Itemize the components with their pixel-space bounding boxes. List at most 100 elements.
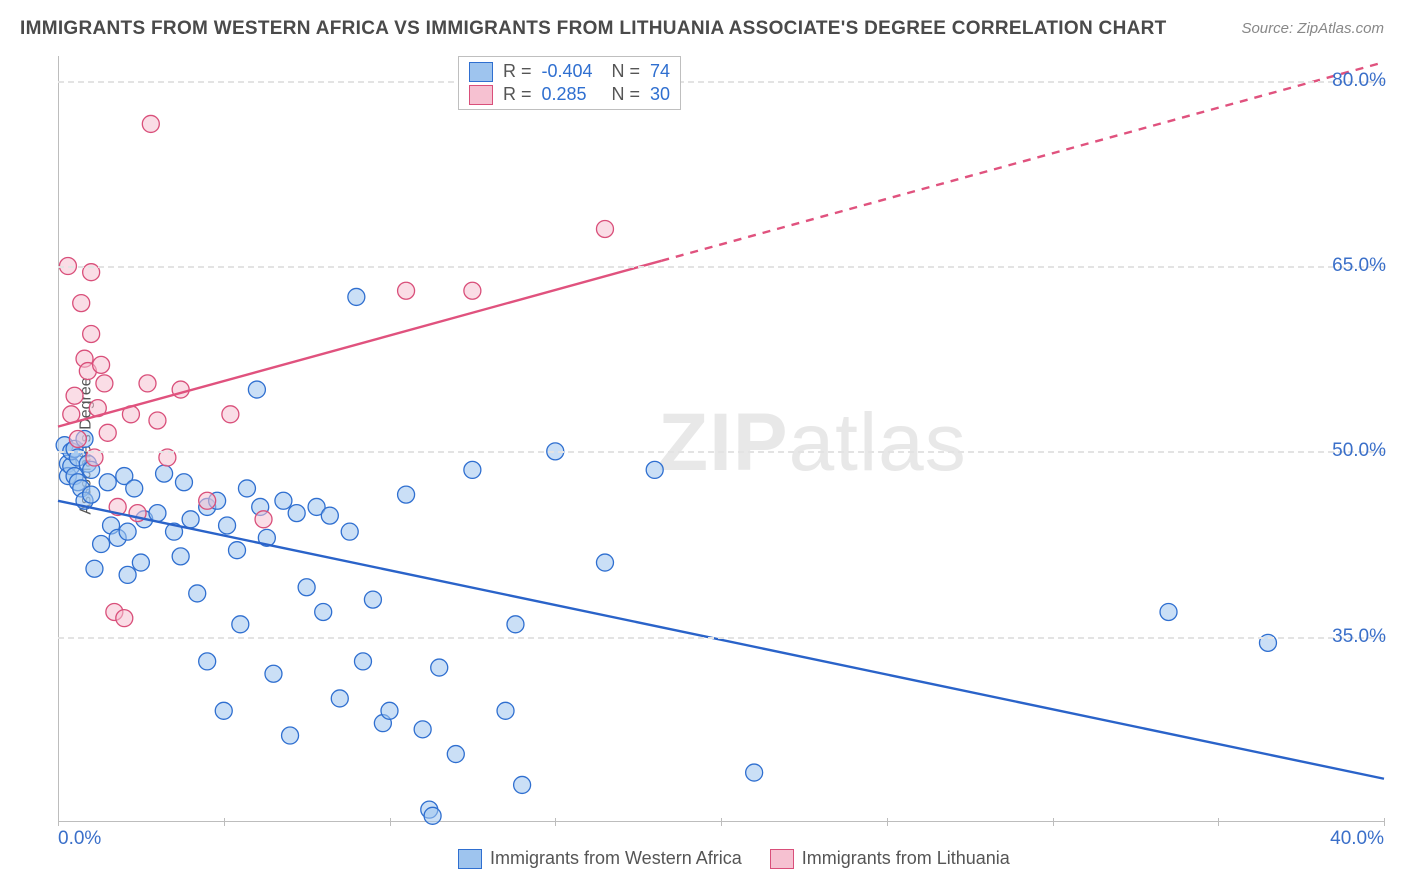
data-point [507,616,524,633]
data-point [93,536,110,553]
data-point [156,465,173,482]
data-point [464,461,481,478]
data-point [222,406,239,423]
x-tick-mark [58,818,59,826]
data-point [364,591,381,608]
data-point [265,665,282,682]
y-tick-label: 50.0% [1332,440,1386,462]
data-point [119,523,136,540]
trend-line [58,501,1384,779]
x-tick-mark [1218,818,1219,826]
data-point [321,507,338,524]
x-tick-mark [390,818,391,826]
plot-area: ZIPatlas 35.0%50.0%65.0%80.0% 0.0%40.0% … [58,56,1384,846]
data-point [73,295,90,312]
data-point [464,282,481,299]
square-swatch-icon [469,62,493,82]
data-point [119,566,136,583]
y-tick-label: 65.0% [1332,255,1386,277]
gridline [58,451,1384,453]
r-value: -0.404 [542,61,602,82]
x-tick-mark [555,818,556,826]
data-point [126,480,143,497]
x-tick-mark [1053,818,1054,826]
source-text: Source: ZipAtlas.com [1241,20,1384,37]
square-swatch-icon [469,85,493,105]
data-point [646,461,663,478]
data-point [66,387,83,404]
x-tick-mark [721,818,722,826]
data-point [424,807,441,824]
trend-line [58,261,661,427]
data-point [275,492,292,509]
data-point [1160,603,1177,620]
data-point [447,746,464,763]
data-point [331,690,348,707]
data-point [238,480,255,497]
data-point [172,548,189,565]
data-point [142,115,159,132]
trend-line-dashed [661,62,1384,261]
n-value: 74 [650,61,670,82]
legend-item-1: Immigrants from Western Africa [458,848,742,869]
legend-label: Immigrants from Lithuania [802,848,1010,869]
data-point [514,776,531,793]
x-tick-label: 40.0% [1330,828,1384,850]
r-label: R = [503,84,532,105]
data-point [69,431,86,448]
y-tick-label: 80.0% [1332,70,1386,92]
y-tick-label: 35.0% [1332,626,1386,648]
data-point [199,653,216,670]
data-point [229,542,246,559]
data-point [497,702,514,719]
data-point [83,325,100,342]
legend-label: Immigrants from Western Africa [490,848,742,869]
chart-title: IMMIGRANTS FROM WESTERN AFRICA VS IMMIGR… [20,18,1167,40]
gridline [58,81,1384,83]
x-tick-mark [1384,818,1385,826]
r-value: 0.285 [542,84,602,105]
n-value: 30 [650,84,670,105]
data-point [596,554,613,571]
legend-item-2: Immigrants from Lithuania [770,848,1010,869]
gridline [58,266,1384,268]
data-point [398,486,415,503]
data-point [149,505,166,522]
data-point [288,505,305,522]
square-swatch-icon [458,849,482,869]
data-point [414,721,431,738]
data-point [116,610,133,627]
data-point [93,356,110,373]
data-point [86,560,103,577]
data-point [175,474,192,491]
data-point [248,381,265,398]
legend-stats-row-2: R = 0.285 N = 30 [469,84,670,105]
x-tick-mark [224,818,225,826]
data-point [199,492,216,509]
data-point [149,412,166,429]
data-point [215,702,232,719]
legend-stats: R = -0.404 N = 74 R = 0.285 N = 30 [458,56,681,110]
gridline [58,637,1384,639]
r-label: R = [503,61,532,82]
square-swatch-icon [770,849,794,869]
data-point [341,523,358,540]
data-point [99,474,116,491]
data-point [381,702,398,719]
x-tick-mark [887,818,888,826]
data-point [96,375,113,392]
legend-series: Immigrants from Western Africa Immigrant… [458,848,1010,869]
data-point [99,424,116,441]
data-point [219,517,236,534]
data-point [354,653,371,670]
data-point [348,288,365,305]
data-point [596,220,613,237]
data-point [132,554,149,571]
data-point [431,659,448,676]
data-point [298,579,315,596]
data-point [139,375,156,392]
data-point [182,511,199,528]
data-point [315,603,332,620]
legend-stats-row-1: R = -0.404 N = 74 [469,61,670,82]
data-point [282,727,299,744]
